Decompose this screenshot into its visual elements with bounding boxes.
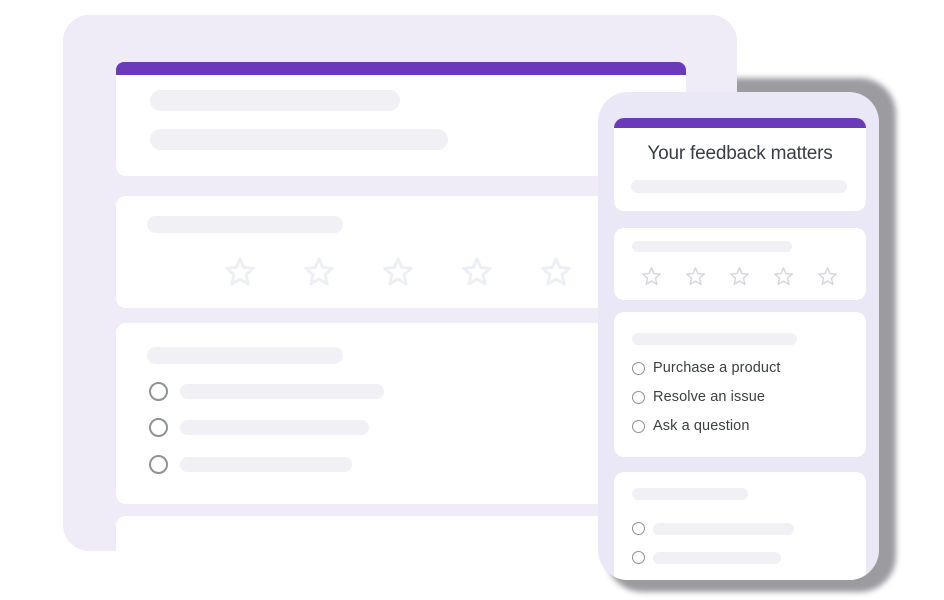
star-icon[interactable] [461, 256, 493, 288]
star-icon[interactable] [729, 266, 750, 287]
placeholder-bar [147, 216, 343, 233]
choice-row[interactable] [149, 418, 369, 437]
phone-title-card: Your feedback matters [614, 118, 866, 211]
placeholder-bar [631, 180, 847, 193]
choice-row[interactable] [149, 382, 384, 401]
radio-button[interactable] [632, 390, 645, 404]
rating-question-card [116, 196, 686, 308]
placeholder-bar [150, 90, 400, 111]
placeholder-bar [150, 129, 448, 150]
form-accent-bar [614, 118, 866, 128]
choice-row[interactable] [149, 455, 352, 474]
placeholder-bar [632, 241, 792, 252]
placeholder-bar [147, 347, 343, 364]
form-title-card [116, 75, 686, 176]
placeholder-bar [180, 457, 352, 472]
star-icon[interactable] [685, 266, 706, 287]
choice-option-label: Purchase a product [653, 360, 781, 376]
placeholder-bar [653, 522, 794, 535]
radio-button[interactable] [149, 418, 168, 437]
radio-button[interactable] [632, 419, 645, 433]
choice-option[interactable]: Resolve an issue [632, 389, 765, 405]
star-rating-row [641, 266, 838, 287]
radio-button[interactable] [632, 361, 645, 375]
star-icon[interactable] [817, 266, 838, 287]
radio-button[interactable] [632, 551, 645, 564]
form-title: Your feedback matters [647, 143, 833, 164]
phone-partial-card [614, 472, 866, 580]
choice-option-label: Resolve an issue [653, 389, 766, 405]
choice-option[interactable]: Ask a question [632, 418, 750, 434]
placeholder-bar [653, 551, 781, 564]
radio-button[interactable] [632, 522, 645, 535]
choice-option[interactable] [632, 551, 781, 564]
choice-option[interactable] [632, 522, 794, 535]
phone-choice-card: Purchase a product Resolve an issue Ask … [614, 312, 866, 457]
star-rating-row [224, 256, 572, 288]
form-accent-bar [116, 62, 686, 75]
radio-button[interactable] [149, 382, 168, 401]
radio-button[interactable] [149, 455, 168, 474]
choice-question-card [116, 323, 686, 504]
placeholder-bar [632, 488, 748, 500]
star-icon[interactable] [382, 256, 414, 288]
star-icon[interactable] [773, 266, 794, 287]
star-icon[interactable] [540, 256, 572, 288]
placeholder-bar [180, 420, 369, 435]
phone-form-panel: Your feedback matters Purchase a product… [598, 92, 879, 580]
choice-option[interactable]: Purchase a product [632, 360, 781, 376]
partial-question-card [116, 516, 686, 551]
placeholder-bar [632, 333, 797, 345]
star-icon[interactable] [641, 266, 662, 287]
placeholder-bar [180, 384, 384, 399]
choice-option-label: Ask a question [653, 418, 750, 434]
star-icon[interactable] [303, 256, 335, 288]
phone-rating-card [614, 228, 866, 300]
star-icon[interactable] [224, 256, 256, 288]
